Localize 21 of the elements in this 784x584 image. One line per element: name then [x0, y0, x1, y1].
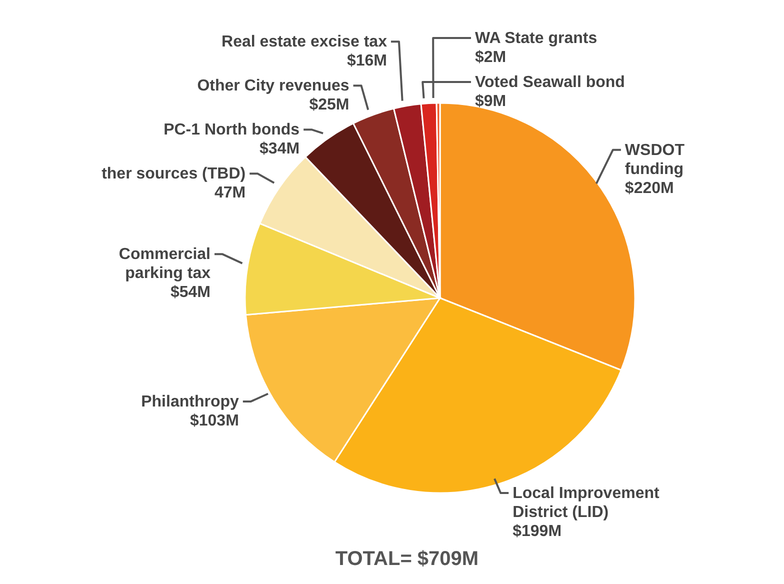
- data-label: $34M: [260, 140, 300, 158]
- slice-label: Voted Seawall bond: [475, 74, 625, 92]
- text: TOTAL= $709M: [334, 548, 480, 571]
- data-label: $16M: [346, 52, 387, 70]
- slice-label: PC-1 North bonds: [164, 122, 300, 139]
- slice-label: WSDOT funding: [624, 142, 685, 178]
- slice-label: ther sources (TBD): [102, 166, 246, 183]
- slice-label: WA State grants: [475, 30, 598, 48]
- data-label: $199M: [512, 522, 562, 540]
- data-label: $9M: [475, 93, 506, 110]
- data-label: 47M: [214, 184, 246, 202]
- data-label: $25M: [309, 96, 350, 114]
- slice-label: Local Improvement District (LID): [512, 484, 660, 521]
- slice-label: Philanthropy: [141, 393, 240, 410]
- data-label: $103M: [190, 412, 239, 430]
- slice-label: Real estate excise tax: [222, 34, 388, 51]
- slice-label: Commercial parking tax: [118, 246, 211, 282]
- data-label: $220M: [624, 180, 674, 197]
- data-label: $54M: [170, 284, 211, 302]
- data-label: $2M: [475, 49, 506, 66]
- slice-label: Other City revenues: [197, 78, 350, 95]
